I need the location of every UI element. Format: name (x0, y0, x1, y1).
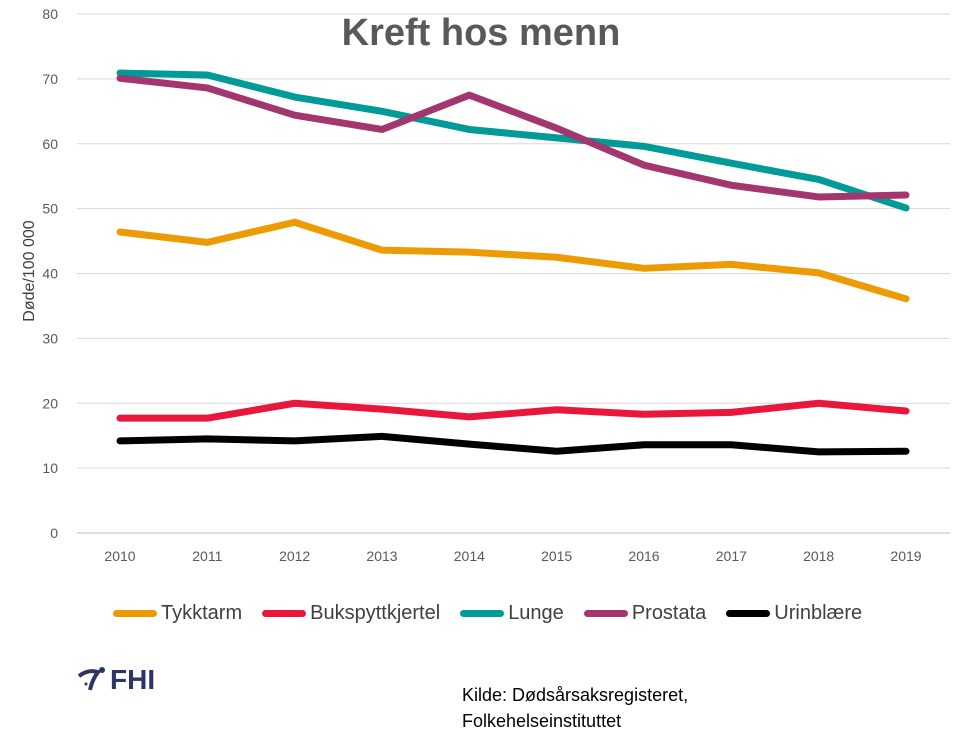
x-tick-label: 2018 (803, 548, 834, 564)
legend-swatch (460, 610, 505, 617)
y-tick-label: 60 (42, 136, 58, 152)
legend-swatch (262, 610, 307, 617)
series-line-lunge (116, 69, 910, 212)
y-axis-label: Døde/100 000 (21, 220, 38, 322)
y-tick-label: 10 (42, 460, 58, 476)
x-tick-label: 2012 (279, 548, 310, 564)
source-line-2: Folkehelseinstituttet (462, 711, 622, 731)
series-line-urinblære (116, 432, 910, 456)
fhi-logo-icon (78, 667, 105, 691)
x-tick-label: 2013 (366, 548, 397, 564)
y-tick-label: 0 (50, 525, 58, 541)
fhi-logo: FHI (78, 664, 155, 696)
y-tick-label: 80 (42, 6, 58, 22)
y-tick-label: 20 (42, 395, 58, 411)
legend: Tykktarm Bukspyttkjertel Lunge Prostata Urin… (113, 602, 882, 625)
series-line-bukspyttkjertel (116, 399, 910, 422)
legend-item: Tykktarm (113, 602, 242, 625)
fhi-logo-text: FHI (110, 664, 156, 695)
y-tick-label: 30 (42, 330, 58, 346)
legend-item: Lunge (460, 602, 564, 625)
y-tick-label: 50 (42, 201, 58, 217)
source-note: Kilde: Dødsårsaksregisteret, Folkehelsei… (462, 682, 688, 733)
legend-item: Urinblære (726, 602, 862, 625)
x-tick-label: 2014 (454, 548, 485, 564)
legend-item: Prostata (583, 602, 707, 625)
source-line-1: Kilde: Dødsårsaksregisteret, (462, 685, 689, 705)
x-tick-label: 2010 (104, 548, 135, 564)
legend-swatch (113, 610, 157, 617)
x-tick-label: 2015 (541, 548, 572, 564)
series-line-tykktarm (116, 218, 910, 303)
legend-label: Tykktarm (161, 602, 243, 624)
legend-item: Bukspyttkjertel (262, 602, 440, 625)
legend-label: Bukspyttkjertel (310, 602, 441, 624)
legend-label: Urinblære (774, 602, 863, 624)
legend-swatch (726, 610, 771, 617)
y-tick-label: 70 (42, 71, 58, 87)
series-line-prostata (116, 74, 910, 201)
legend-swatch (583, 610, 628, 617)
x-tick-label: 2017 (716, 548, 747, 564)
y-tick-label: 40 (42, 266, 58, 282)
x-tick-label: 2011 (192, 548, 222, 564)
x-tick-label: 2016 (628, 548, 659, 564)
legend-label: Prostata (631, 602, 707, 624)
chart-title: Kreft hos menn (341, 12, 621, 54)
x-tick-label: 2019 (890, 548, 921, 564)
legend-label: Lunge (508, 602, 564, 624)
